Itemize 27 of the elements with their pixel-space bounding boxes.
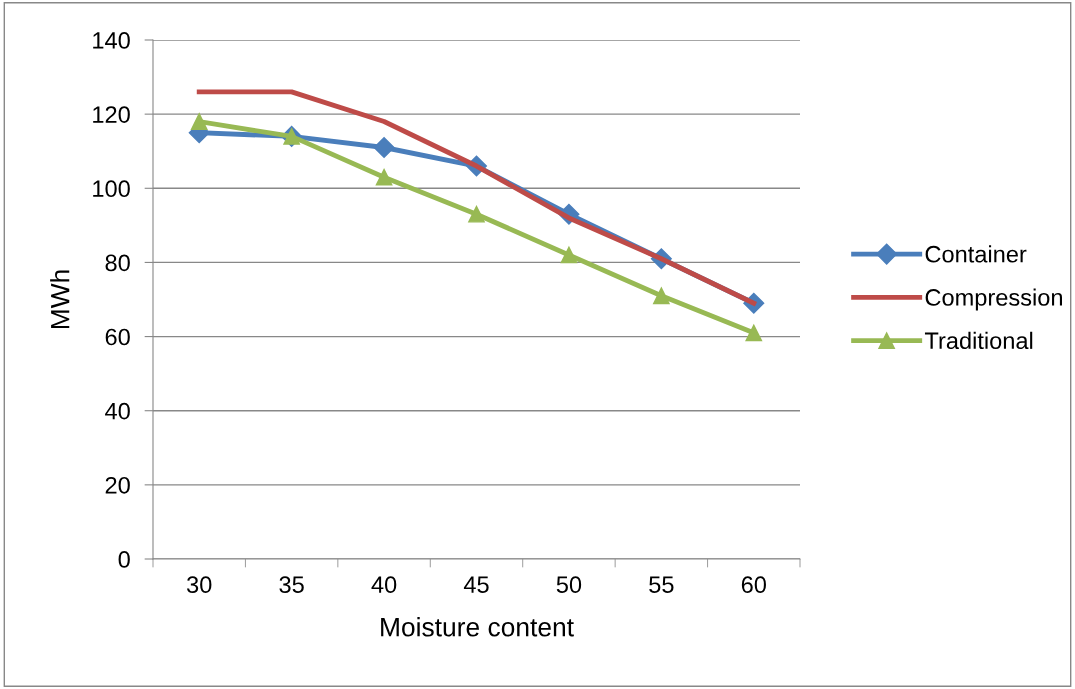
x-tick-label: 50: [556, 576, 582, 594]
x-tick-label: 60: [741, 576, 766, 594]
point: [190, 113, 208, 130]
y-tick-label: 40: [105, 402, 130, 420]
point: [560, 246, 578, 264]
x-tick-label: 40: [371, 576, 397, 594]
x-tick-label: 55: [649, 576, 674, 594]
y-tick-label: 80: [105, 254, 130, 272]
x-tick-label: 35: [279, 576, 304, 594]
point: [373, 136, 395, 159]
y-tick-label: 140: [93, 32, 130, 49]
x-tick-label: 30: [186, 576, 212, 594]
point: [653, 287, 670, 305]
point: [375, 168, 393, 186]
legend-label: Container: [925, 245, 1027, 263]
y-tick-label: 20: [105, 476, 130, 494]
y-tick-label: 120: [93, 106, 130, 123]
y-axis-title: MWh: [50, 270, 70, 329]
point: [745, 324, 763, 342]
y-tick-label: 60: [105, 328, 130, 346]
x-tick-label: 45: [463, 576, 489, 594]
y-tick-label: 100: [93, 180, 130, 198]
x-axis-title: Moisture content: [381, 617, 574, 637]
legend-label: Compression: [925, 288, 1062, 311]
y-tick-label: 0: [118, 551, 130, 568]
legend-label: Traditional: [924, 331, 1033, 350]
point: [468, 205, 485, 223]
